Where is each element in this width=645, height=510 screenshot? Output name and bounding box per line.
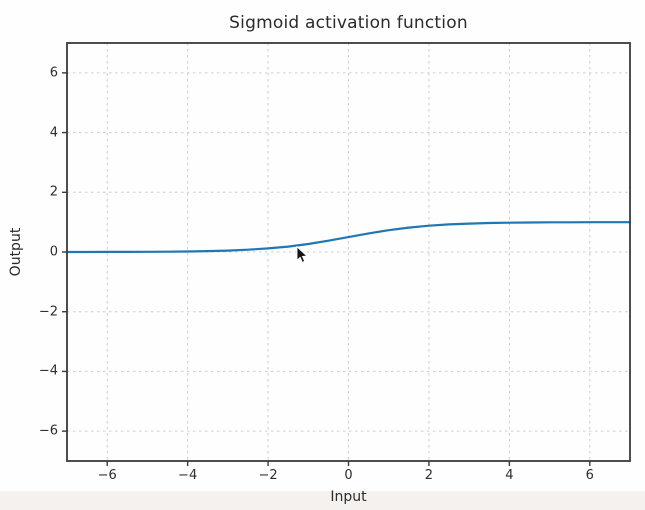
x-tick-label: −2	[258, 468, 278, 483]
y-tick-label: 4	[49, 125, 58, 141]
plot-border	[66, 42, 631, 462]
y-tick-label: 6	[49, 65, 58, 81]
x-axis-label: Input	[330, 489, 367, 505]
y-tick-label: −4	[38, 363, 58, 379]
y-tick-label: −2	[38, 304, 58, 320]
x-tick-label: 4	[505, 468, 514, 483]
y-tick-label: −6	[38, 423, 58, 439]
x-tick-labels: −6 −4 −2 0 2 4 6	[67, 461, 630, 483]
x-tick-label: −4	[178, 468, 198, 483]
y-tick-label: 2	[49, 184, 58, 200]
y-tick-labels: −6 −4 −2 0 2 4 6	[0, 43, 58, 461]
sigmoid-curve	[65, 221, 632, 254]
mouse-cursor-icon	[296, 246, 308, 264]
x-tick-label: 0	[344, 468, 353, 483]
x-tick-label: 2	[424, 468, 434, 483]
chart-title: Sigmoid activation function	[229, 13, 468, 33]
footer-band	[0, 491, 645, 510]
plot-area	[62, 42, 632, 466]
x-tick-label: −6	[97, 468, 117, 483]
y-tick-label: 0	[49, 244, 58, 260]
x-tick-label: 6	[585, 468, 594, 483]
